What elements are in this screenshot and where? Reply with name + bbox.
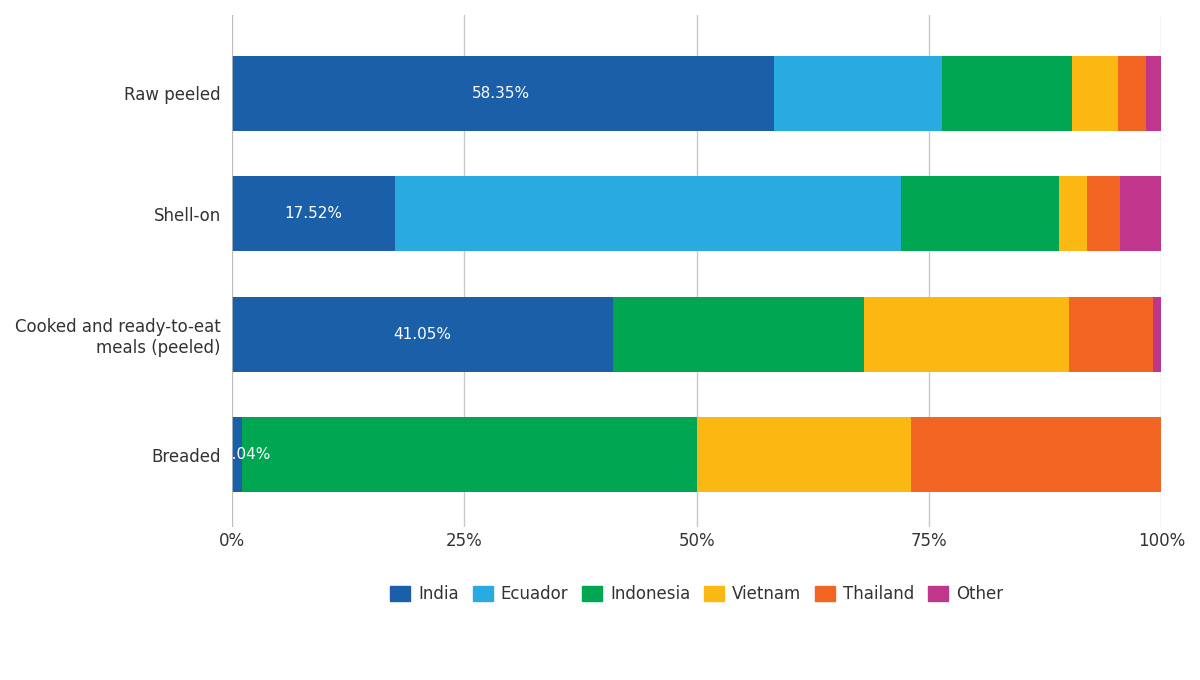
Bar (395, 176, 901, 251)
Bar (232, 418, 241, 492)
Bar (1118, 56, 1146, 131)
Bar (241, 418, 697, 492)
Bar (911, 418, 1162, 492)
Text: 41.05%: 41.05% (394, 326, 451, 341)
Bar (613, 297, 864, 371)
Bar (942, 56, 1072, 131)
Bar (1087, 176, 1120, 251)
Text: 1.04%: 1.04% (222, 447, 270, 462)
Text: 58.35%: 58.35% (473, 86, 530, 101)
Bar (1060, 176, 1087, 251)
Bar (1152, 297, 1162, 371)
Bar (864, 297, 1069, 371)
Bar (697, 418, 911, 492)
Bar (232, 56, 774, 131)
Text: 17.52%: 17.52% (284, 206, 342, 221)
Bar (1146, 56, 1162, 131)
Bar (232, 297, 613, 371)
Bar (1120, 176, 1162, 251)
Bar (774, 56, 942, 131)
Bar (1072, 56, 1118, 131)
Bar (1069, 297, 1152, 371)
Bar (232, 176, 395, 251)
Legend: India, Ecuador, Indonesia, Vietnam, Thailand, Other: India, Ecuador, Indonesia, Vietnam, Thai… (384, 578, 1009, 609)
Bar (901, 176, 1060, 251)
